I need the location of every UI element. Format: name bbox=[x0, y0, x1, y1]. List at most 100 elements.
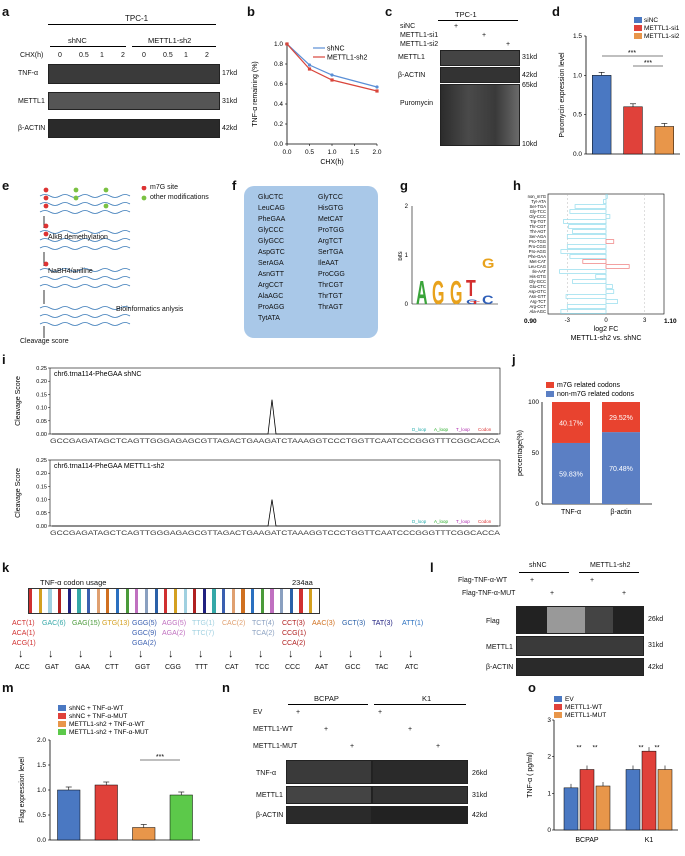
trna-item: GlyGCC bbox=[258, 238, 285, 245]
blot-size-label: 42kd bbox=[648, 664, 664, 671]
significance-mark: ** bbox=[638, 744, 644, 751]
y-tick-label: 100 bbox=[528, 399, 539, 406]
blot-size-label: 31kd bbox=[522, 54, 538, 61]
arrow-down-icon: ↓ bbox=[108, 648, 114, 660]
segment-label: 29.52% bbox=[609, 415, 633, 422]
blot-size-label: 10kd bbox=[522, 141, 538, 148]
x-tick-label: 1.5 bbox=[350, 149, 359, 156]
workflow-step: NaBH4/aniline bbox=[48, 268, 93, 275]
codon-stripe bbox=[106, 589, 110, 613]
y-axis-label: percentage(%) bbox=[517, 430, 524, 476]
category-label: Ala-AGC bbox=[529, 309, 546, 314]
trna-item: HisGTG bbox=[318, 205, 344, 212]
codon-stripe bbox=[144, 589, 149, 613]
bar bbox=[566, 244, 607, 249]
chx-time: 2 bbox=[205, 52, 209, 59]
legend-swatch bbox=[58, 705, 66, 711]
data-point bbox=[285, 42, 289, 46]
codon-stripe bbox=[90, 589, 94, 613]
legend-label: METTL1-sh2 + TNF-α-MUT bbox=[69, 729, 149, 736]
codon-stripe bbox=[38, 589, 42, 613]
y-tick-label: 0.5 bbox=[573, 112, 582, 119]
replacement-codon: TAC bbox=[375, 664, 389, 671]
plus-mark: + bbox=[482, 32, 487, 39]
sequence: GCCGAGATAGCTCAGTTGGGAGAGCGTTAGACTGAAGATC… bbox=[50, 439, 500, 445]
codon-stripe bbox=[312, 589, 316, 613]
cell-line-label: TPC-1 bbox=[455, 10, 477, 19]
codon-count: CAC(2) bbox=[222, 620, 246, 627]
arrow-down-icon: ↓ bbox=[258, 648, 264, 660]
replacement-codon: GCC bbox=[345, 664, 361, 671]
plus-mark: + bbox=[506, 41, 511, 48]
loop-legend: Codon bbox=[478, 519, 492, 524]
chart-b: 0.0 0.5 1.0 1.5 2.0 0.0 0.2 0.4 0.6 0.8 1.0 CHX(h) T… bbox=[252, 41, 382, 166]
loop-legend: D_loop bbox=[412, 427, 427, 432]
y-tick-label: 0.8 bbox=[274, 61, 283, 68]
category-label: Met-CAT bbox=[530, 259, 547, 264]
codon-count: GAC(6) bbox=[42, 620, 66, 627]
category-label: BCPAP bbox=[575, 837, 599, 844]
codon-stripe bbox=[112, 589, 116, 613]
arrow-down-icon: ↓ bbox=[348, 648, 354, 660]
legend-label: m7G related codons bbox=[557, 382, 621, 389]
trna-item: GlyCCC bbox=[258, 227, 284, 234]
bar bbox=[623, 106, 643, 155]
y-tick-label: 1.5 bbox=[573, 33, 582, 40]
codon-stripe bbox=[228, 589, 232, 613]
divider bbox=[374, 704, 466, 705]
chx-time: 0.5 bbox=[79, 52, 89, 59]
codon-count: CCA(2) bbox=[282, 640, 306, 647]
x-tick-label: 0.5 bbox=[305, 149, 314, 156]
codon-stripe bbox=[238, 589, 242, 613]
trna-item: ThrAGT bbox=[318, 304, 343, 311]
panel-letter-b: b bbox=[247, 4, 255, 19]
panel-letter-l: l bbox=[430, 560, 434, 575]
trna-item: ThrTGT bbox=[318, 293, 343, 300]
y-tick-label: 0.0 bbox=[573, 151, 582, 158]
codon-count: GGG(5) bbox=[132, 620, 157, 627]
bar bbox=[605, 194, 608, 199]
blot-row-label: METTL1 bbox=[18, 98, 45, 105]
x-tick-label: 0 bbox=[604, 318, 608, 324]
significance-mark: *** bbox=[628, 50, 636, 57]
blot-row-label: β-ACTIN bbox=[256, 812, 284, 819]
trna-item: IleAAT bbox=[318, 260, 339, 267]
plus-mark: + bbox=[378, 709, 383, 716]
codon-stripe bbox=[29, 589, 33, 613]
codon-stripe bbox=[296, 589, 300, 613]
legend-swatch bbox=[546, 391, 554, 397]
bar bbox=[605, 264, 630, 269]
y-tick-label: 0 bbox=[535, 501, 539, 508]
y-tick-label: 1.0 bbox=[37, 787, 46, 794]
replacement-codon: TCC bbox=[255, 664, 270, 671]
chx-label: CHX(h) bbox=[20, 52, 44, 59]
divider bbox=[579, 572, 639, 573]
codon-count: ATT(1) bbox=[402, 620, 424, 627]
bar bbox=[605, 284, 613, 289]
group-label: METTL1-sh2 bbox=[590, 562, 631, 569]
codon-stripe bbox=[99, 589, 104, 613]
arrow-down-icon: ↓ bbox=[318, 648, 324, 660]
y-tick-label: 2 bbox=[547, 754, 551, 761]
blot-row-label: β-ACTIN bbox=[18, 125, 46, 132]
y-tick-label: 1.0 bbox=[274, 41, 283, 48]
divider bbox=[519, 572, 569, 573]
chx-time: 0.5 bbox=[163, 52, 173, 59]
category-label: TNF-α bbox=[561, 509, 581, 516]
trna-item: SerTGA bbox=[318, 249, 344, 256]
codon-count: GAG(15) bbox=[72, 620, 101, 627]
legend-label: shNC + TNF-α-WT bbox=[69, 705, 123, 712]
plus-mark: + bbox=[324, 726, 329, 733]
y-tick-label: 0.10 bbox=[36, 406, 47, 412]
bar bbox=[569, 209, 607, 214]
legend-m7g: m7G site bbox=[150, 184, 179, 191]
category-label: Gly-GCC bbox=[529, 279, 546, 284]
y-tick-label: 0.00 bbox=[36, 432, 47, 438]
blot-row-label: TNF-α bbox=[256, 770, 276, 777]
replacement-codon: CGG bbox=[165, 664, 181, 671]
bar bbox=[605, 239, 615, 244]
codon-stripe bbox=[64, 589, 68, 613]
codon-stripe bbox=[183, 589, 187, 613]
y-tick-label: 0.4 bbox=[274, 101, 283, 108]
